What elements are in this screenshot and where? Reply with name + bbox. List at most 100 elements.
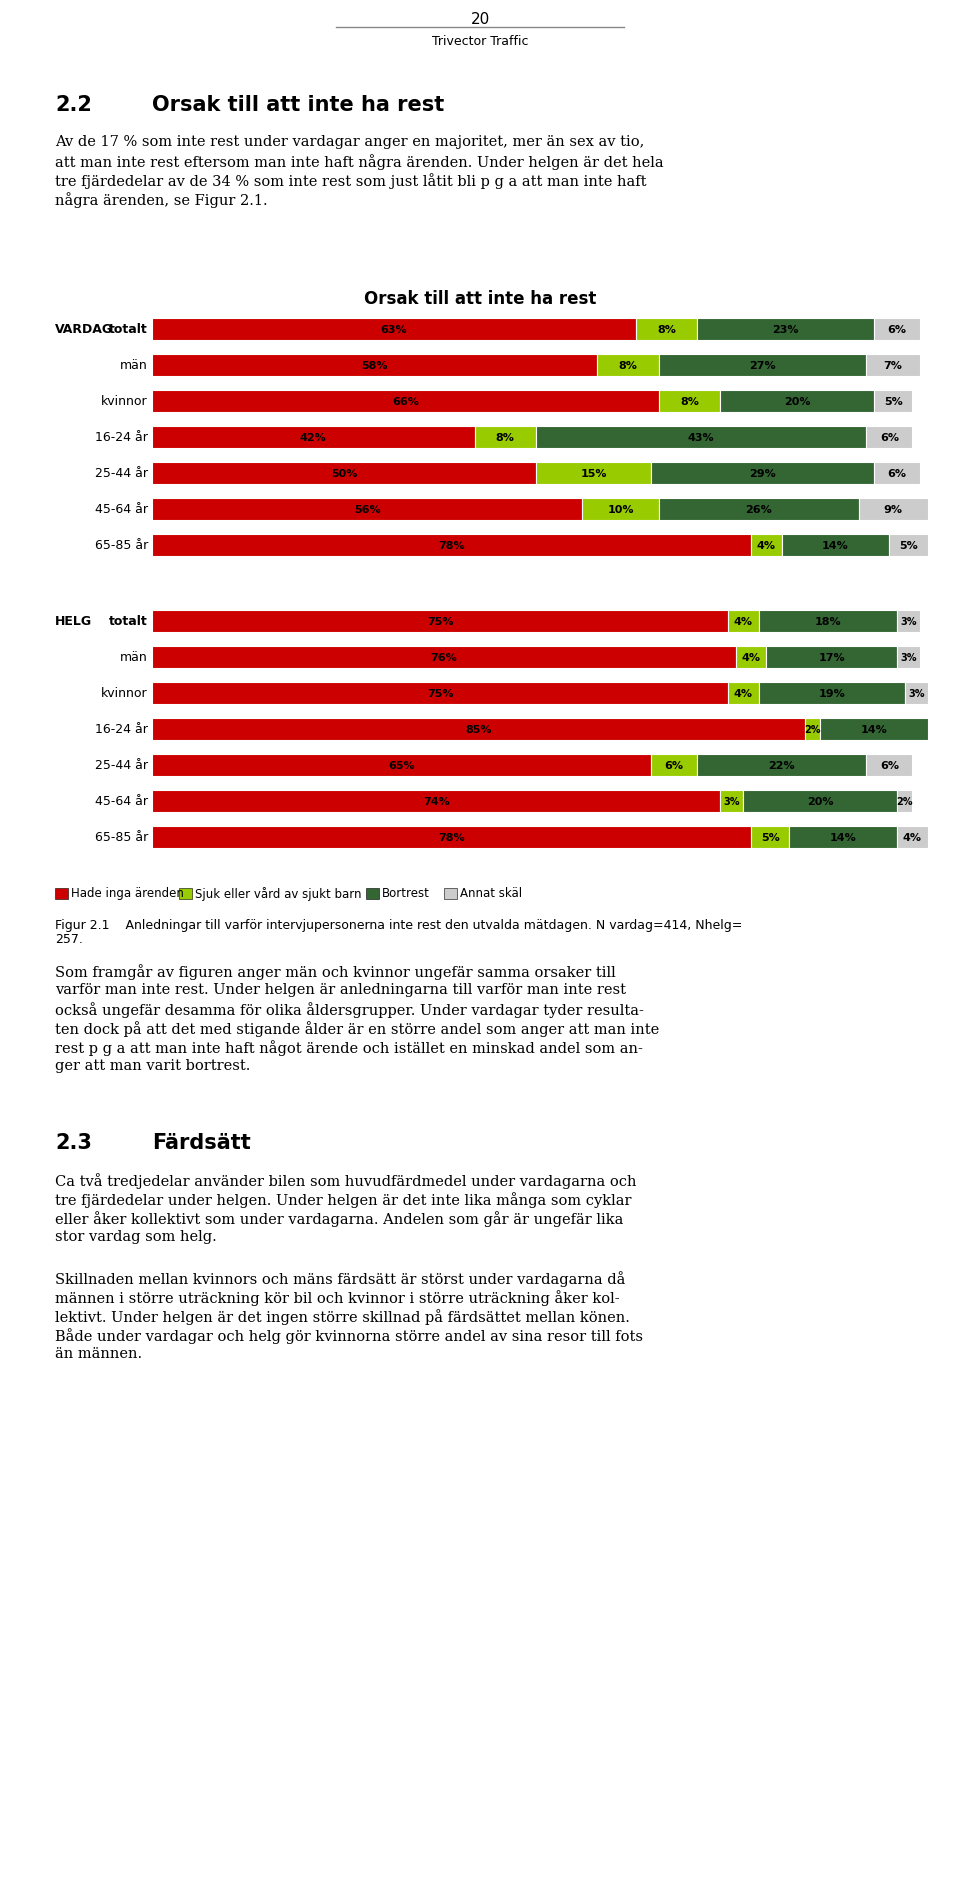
Text: män: män (120, 359, 148, 372)
Bar (874, 391, 912, 414)
Bar (152, 827, 751, 848)
Bar (152, 610, 728, 633)
Text: 14%: 14% (822, 540, 849, 552)
Text: varför man inte rest. Under helgen är anledningarna till varför man inte rest: varför man inte rest. Under helgen är an… (55, 982, 626, 997)
Bar (751, 827, 789, 848)
Text: 58%: 58% (362, 361, 388, 370)
Text: kvinnor: kvinnor (102, 395, 148, 408)
Bar (152, 391, 659, 414)
Text: 27%: 27% (749, 361, 776, 370)
Text: 2%: 2% (804, 725, 821, 735)
Text: män: män (120, 652, 148, 665)
Text: 10%: 10% (608, 504, 634, 514)
Bar (874, 319, 920, 340)
Bar (444, 888, 457, 899)
Text: HELG: HELG (55, 616, 92, 629)
Text: 19%: 19% (818, 689, 845, 699)
Text: 2.2: 2.2 (55, 94, 92, 115)
Text: 3%: 3% (724, 797, 740, 807)
Text: tre fjärdedelar av de 34 % som inte rest som just låtit bli p g a att man inte h: tre fjärdedelar av de 34 % som inte rest… (55, 174, 646, 189)
Text: Som framgår av figuren anger män och kvinnor ungefär samma orsaker till: Som framgår av figuren anger män och kvi… (55, 963, 615, 979)
Text: 22%: 22% (768, 761, 795, 771)
Bar (720, 391, 874, 414)
Bar (659, 355, 866, 376)
Bar (152, 535, 751, 557)
Text: 257.: 257. (55, 933, 83, 946)
Bar (866, 754, 912, 776)
Text: 45-64 år: 45-64 år (95, 502, 148, 516)
Text: 6%: 6% (887, 468, 906, 478)
Bar (582, 499, 659, 521)
Text: att man inte rest eftersom man inte haft några ärenden. Under helgen är det hela: att man inte rest eftersom man inte haft… (55, 153, 663, 170)
Text: 4%: 4% (902, 833, 922, 842)
Text: 7%: 7% (884, 361, 902, 370)
Text: 29%: 29% (749, 468, 776, 478)
Text: 9%: 9% (883, 504, 902, 514)
Text: ten dock på att det med stigande ålder är en större andel som anger att man inte: ten dock på att det med stigande ålder ä… (55, 1020, 660, 1037)
Text: lektivt. Under helgen är det ingen större skillnad på färdsättet mellan könen.: lektivt. Under helgen är det ingen störr… (55, 1309, 630, 1324)
Bar (866, 427, 912, 450)
Bar (152, 646, 735, 669)
Text: 3%: 3% (900, 654, 917, 663)
Text: 18%: 18% (814, 616, 841, 627)
Text: än männen.: än männen. (55, 1347, 142, 1360)
Bar (180, 888, 192, 899)
Text: Hade inga ärenden: Hade inga ärenden (71, 888, 184, 899)
Text: 43%: 43% (687, 433, 714, 442)
Text: 45-64 år: 45-64 år (95, 795, 148, 808)
Text: Färdsätt: Färdsätt (152, 1132, 251, 1152)
Text: 6%: 6% (887, 325, 906, 334)
Bar (366, 888, 379, 899)
Bar (897, 646, 920, 669)
Bar (474, 427, 536, 450)
Bar (651, 463, 874, 485)
Bar (789, 827, 897, 848)
Text: 4%: 4% (741, 654, 760, 663)
Text: 78%: 78% (438, 540, 465, 552)
Bar (152, 791, 720, 812)
Text: 14%: 14% (860, 725, 887, 735)
Text: Ca två tredjedelar använder bilen som huvudfärdmedel under vardagarna och: Ca två tredjedelar använder bilen som hu… (55, 1173, 636, 1188)
Text: 42%: 42% (300, 433, 326, 442)
Text: 20%: 20% (807, 797, 833, 807)
Text: kvinnor: kvinnor (102, 688, 148, 701)
Text: männen i större uträckning kör bil och kvinnor i större uträckning åker kol-: männen i större uträckning kör bil och k… (55, 1290, 619, 1305)
Bar (804, 718, 820, 740)
Text: 4%: 4% (756, 540, 776, 552)
Bar (697, 754, 866, 776)
Text: 3%: 3% (900, 616, 917, 627)
Text: 8%: 8% (681, 397, 699, 406)
Text: 5%: 5% (900, 540, 918, 552)
Text: 8%: 8% (619, 361, 637, 370)
Bar (152, 463, 536, 485)
Text: eller åker kollektivt som under vardagarna. Andelen som går är ungefär lika: eller åker kollektivt som under vardagar… (55, 1211, 623, 1226)
Bar (889, 535, 927, 557)
Text: tre fjärdedelar under helgen. Under helgen är det inte lika många som cyklar: tre fjärdedelar under helgen. Under helg… (55, 1192, 632, 1207)
Bar (751, 535, 781, 557)
Bar (858, 499, 927, 521)
Bar (659, 499, 858, 521)
Text: 15%: 15% (581, 468, 607, 478)
Text: 74%: 74% (422, 797, 449, 807)
Text: 8%: 8% (496, 433, 515, 442)
Text: 6%: 6% (664, 761, 684, 771)
Bar (874, 463, 920, 485)
Text: 78%: 78% (438, 833, 465, 842)
Text: 25-44 år: 25-44 år (95, 759, 148, 773)
Text: Bortrest: Bortrest (382, 888, 430, 899)
Bar (897, 610, 920, 633)
Text: 25-44 år: 25-44 år (95, 467, 148, 480)
Bar (152, 427, 474, 450)
Text: rest p g a att man inte haft något ärende och istället en minskad andel som an-: rest p g a att man inte haft något ärend… (55, 1039, 643, 1056)
Text: 66%: 66% (392, 397, 419, 406)
Text: Figur 2.1    Anledningar till varför intervjupersonerna inte rest den utvalda mä: Figur 2.1 Anledningar till varför interv… (55, 918, 742, 931)
Bar (720, 791, 743, 812)
Text: Skillnaden mellan kvinnors och mäns färdsätt är störst under vardagarna då: Skillnaden mellan kvinnors och mäns färd… (55, 1269, 625, 1286)
Text: Trivector Traffic: Trivector Traffic (432, 36, 528, 47)
Bar (728, 682, 758, 705)
Bar (152, 718, 804, 740)
Text: 5%: 5% (761, 833, 780, 842)
Text: 26%: 26% (745, 504, 772, 514)
Text: 5%: 5% (884, 397, 902, 406)
Bar (735, 646, 766, 669)
